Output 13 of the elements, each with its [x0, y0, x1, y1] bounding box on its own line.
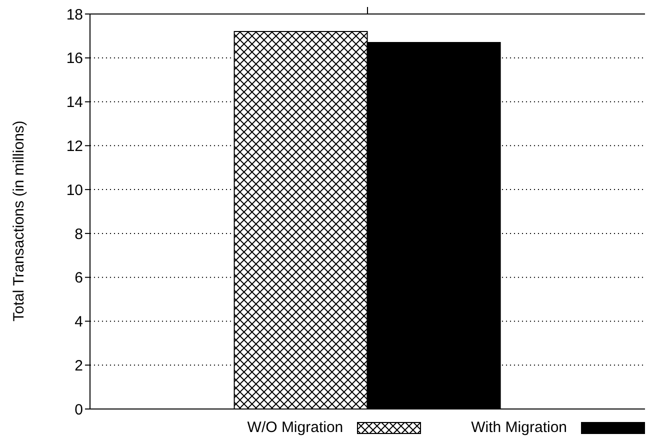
y-tick-label: 14 — [66, 94, 83, 112]
y-tick-label: 10 — [66, 182, 83, 199]
y-tick-label: 18 — [66, 6, 83, 24]
legend-label: With Migration — [471, 419, 567, 436]
y-axis-title: Total Transactions (in millions) — [10, 120, 28, 322]
y-tick-label: 2 — [74, 357, 83, 374]
y-tick-label: 16 — [66, 50, 83, 68]
y-tick-label: 0 — [74, 401, 83, 418]
y-tick-label: 6 — [74, 270, 83, 287]
y-tick-label: 4 — [74, 314, 83, 331]
y-tick-label: 8 — [74, 226, 83, 243]
legend-label: W/O Migration — [247, 419, 344, 436]
y-tick-label: 12 — [66, 138, 83, 155]
